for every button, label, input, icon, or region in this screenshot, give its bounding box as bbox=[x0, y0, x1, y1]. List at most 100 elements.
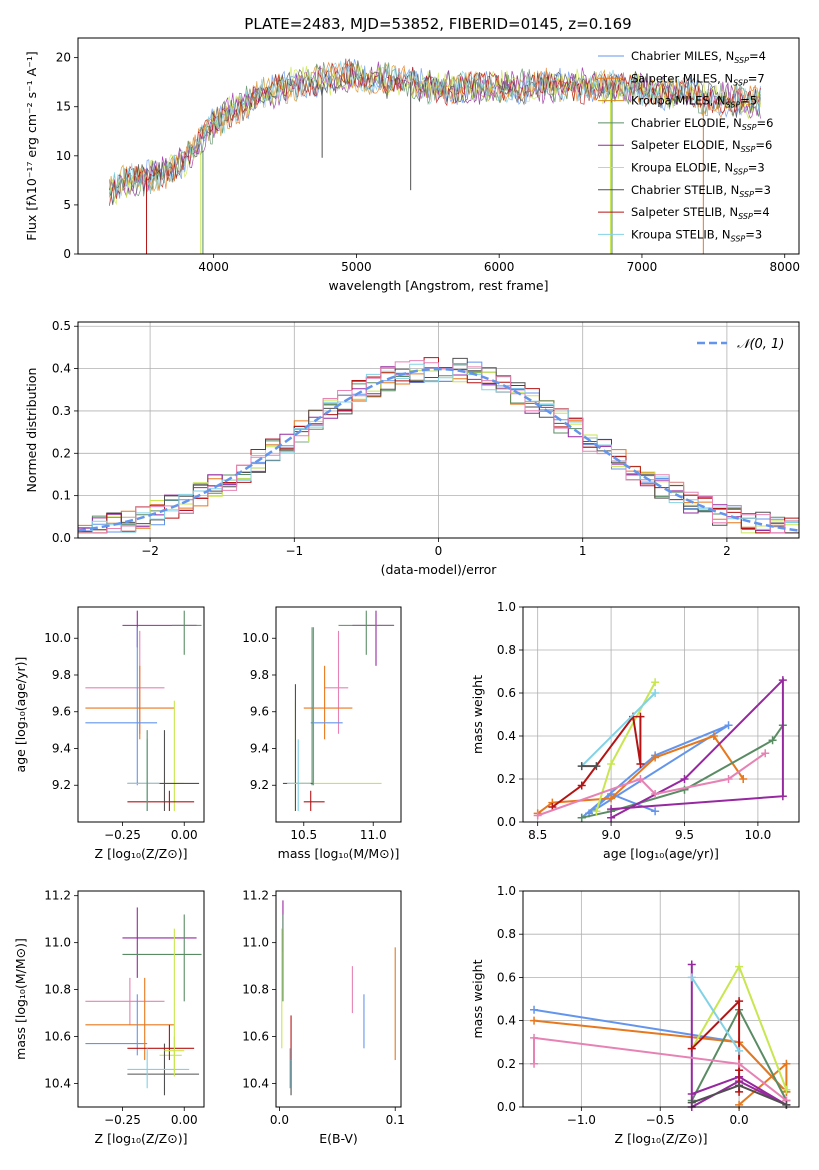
weight-series-line bbox=[533, 1036, 788, 1102]
histogram-series bbox=[78, 357, 799, 534]
y-tick-label: 11.2 bbox=[242, 889, 269, 903]
y-tick-label: 0.4 bbox=[497, 729, 516, 743]
weight-marker bbox=[687, 973, 696, 982]
weight-marker bbox=[607, 759, 616, 768]
weight-series-line bbox=[691, 998, 741, 1092]
x-tick-label: 0.00 bbox=[171, 828, 198, 842]
spectrum-panel: 4000 5000 6000 7000 8000 0 5 10 15 20 wavelength [… bbox=[24, 37, 800, 293]
x-axis-label: Z [log₁₀(Z/Z⊙)] bbox=[95, 1131, 188, 1146]
legend-label: Kroupa ELODIE, NSSP=3 bbox=[631, 161, 765, 177]
y-axis-label: age [log₁₀(age/yr)] bbox=[13, 657, 28, 773]
weight-marker bbox=[651, 753, 660, 762]
y-tick-label: 0.3 bbox=[52, 404, 71, 418]
weight-marker bbox=[735, 1081, 744, 1090]
x-tick-label: 5000 bbox=[341, 260, 372, 274]
weight-marker bbox=[651, 807, 660, 816]
weight-marker bbox=[735, 1059, 744, 1068]
y-tick-label: 10 bbox=[56, 149, 71, 163]
weight-series-line bbox=[551, 714, 642, 808]
weight-marker bbox=[636, 759, 645, 768]
weight-marker bbox=[739, 775, 748, 783]
y-tick-label: 15 bbox=[56, 100, 71, 114]
x-axis-label: (data-model)/error bbox=[381, 562, 498, 577]
weight-marker bbox=[592, 807, 601, 816]
x-tick-label: 11.0 bbox=[360, 828, 387, 842]
y-tick-label: 1.0 bbox=[497, 600, 516, 614]
weight-marker bbox=[687, 960, 696, 969]
legend-label: Kroupa STELIB, NSSP=3 bbox=[631, 227, 762, 243]
weight-marker bbox=[651, 790, 660, 799]
weight-marker bbox=[577, 813, 586, 822]
x-tick-label: −0.25 bbox=[104, 828, 141, 842]
weight-series-line bbox=[690, 964, 787, 1109]
x-tick-label: 9.0 bbox=[602, 828, 621, 842]
weight-marker bbox=[607, 813, 616, 822]
weight-marker bbox=[533, 811, 542, 820]
y-tick-label: 10.8 bbox=[242, 983, 269, 997]
axes-frame bbox=[275, 890, 402, 1108]
axes-frame bbox=[77, 606, 205, 823]
x-tick-label: 0.1 bbox=[386, 1113, 405, 1127]
legend-label: 𝒩(0, 1) bbox=[737, 337, 784, 352]
y-tick-label: 10.4 bbox=[242, 1077, 269, 1091]
weight-marker bbox=[687, 1044, 696, 1053]
weight-vs-metallicity-panel: −1.0 −0.5 0.0 0.0 0.2 0.4 0.6 0.8 1.0 Z [log₁₀(Z/… bbox=[470, 884, 800, 1146]
y-tick-label: 9.2 bbox=[250, 778, 269, 792]
x-tick-label: 8.5 bbox=[528, 828, 547, 842]
y-tick-label: 9.4 bbox=[250, 741, 269, 755]
y-tick-label: 0.0 bbox=[497, 1100, 516, 1114]
y-tick-label: 0.6 bbox=[497, 686, 516, 700]
y-tick-label: 10.6 bbox=[44, 1030, 71, 1044]
weight-marker bbox=[577, 781, 586, 790]
weight-marker bbox=[636, 712, 645, 721]
x-tick-label: 10.0 bbox=[745, 828, 772, 842]
axes-frame bbox=[77, 37, 800, 255]
y-tick-label: 9.6 bbox=[52, 705, 71, 719]
weight-marker bbox=[651, 689, 660, 697]
x-axis-label: Z [log₁₀(Z/Z⊙)] bbox=[615, 1131, 708, 1146]
spectrum-line bbox=[109, 61, 761, 195]
y-tick-label: 11.0 bbox=[44, 936, 71, 950]
y-tick-label: 11.0 bbox=[242, 936, 269, 950]
x-axis-label: Z [log₁₀(Z/Z⊙)] bbox=[95, 846, 188, 861]
x-tick-label: 0.0 bbox=[730, 1113, 749, 1127]
histogram-series bbox=[78, 363, 799, 534]
weight-series-line bbox=[581, 724, 730, 819]
weight-marker bbox=[782, 1100, 791, 1109]
x-tick-label: 0.0 bbox=[270, 1113, 289, 1127]
y-tick-label: 0.2 bbox=[52, 446, 71, 460]
weight-marker bbox=[782, 1059, 791, 1068]
y-tick-label: 0.2 bbox=[497, 772, 516, 786]
y-tick-label: 0.4 bbox=[52, 362, 71, 376]
y-tick-label: 0 bbox=[63, 247, 71, 261]
x-tick-label: 7000 bbox=[627, 260, 658, 274]
weight-series-line bbox=[580, 692, 656, 767]
x-tick-label: 2 bbox=[723, 544, 731, 558]
y-tick-label: 20 bbox=[56, 51, 71, 65]
y-tick-label: 11.2 bbox=[44, 889, 71, 903]
x-axis-label: mass [log₁₀(M/M⊙)] bbox=[278, 846, 400, 861]
legend-label: Salpeter MILES, NSSP=7 bbox=[631, 71, 765, 87]
weight-marker bbox=[530, 1033, 539, 1042]
y-axis-label: Normed distribution bbox=[24, 368, 39, 493]
y-tick-label: 9.6 bbox=[250, 705, 269, 719]
x-tick-label: 10.5 bbox=[290, 828, 317, 842]
y-tick-label: 0.0 bbox=[497, 815, 516, 829]
y-tick-label: 9.4 bbox=[52, 741, 71, 755]
weight-marker bbox=[607, 794, 616, 803]
figure-title: PLATE=2483, MJD=53852, FIBERID=0145, z=0… bbox=[244, 15, 631, 33]
weight-marker bbox=[724, 775, 733, 783]
y-tick-label: 0.8 bbox=[497, 927, 516, 941]
y-tick-label: 0.2 bbox=[497, 1057, 516, 1071]
y-axis-label: mass weight bbox=[470, 675, 485, 754]
axes-frame bbox=[522, 890, 800, 1108]
weight-marker bbox=[680, 775, 689, 783]
legend-label: Chabrier MILES, NSSP=4 bbox=[631, 49, 766, 65]
y-tick-label: 0.8 bbox=[497, 643, 516, 657]
y-tick-label: 10.0 bbox=[242, 631, 269, 645]
x-tick-label: 0.00 bbox=[171, 1113, 198, 1127]
x-axis-label: age [log₁₀(age/yr)] bbox=[603, 846, 719, 861]
weight-marker bbox=[761, 749, 770, 758]
histogram-series bbox=[78, 360, 799, 534]
normal-curve bbox=[77, 367, 800, 532]
